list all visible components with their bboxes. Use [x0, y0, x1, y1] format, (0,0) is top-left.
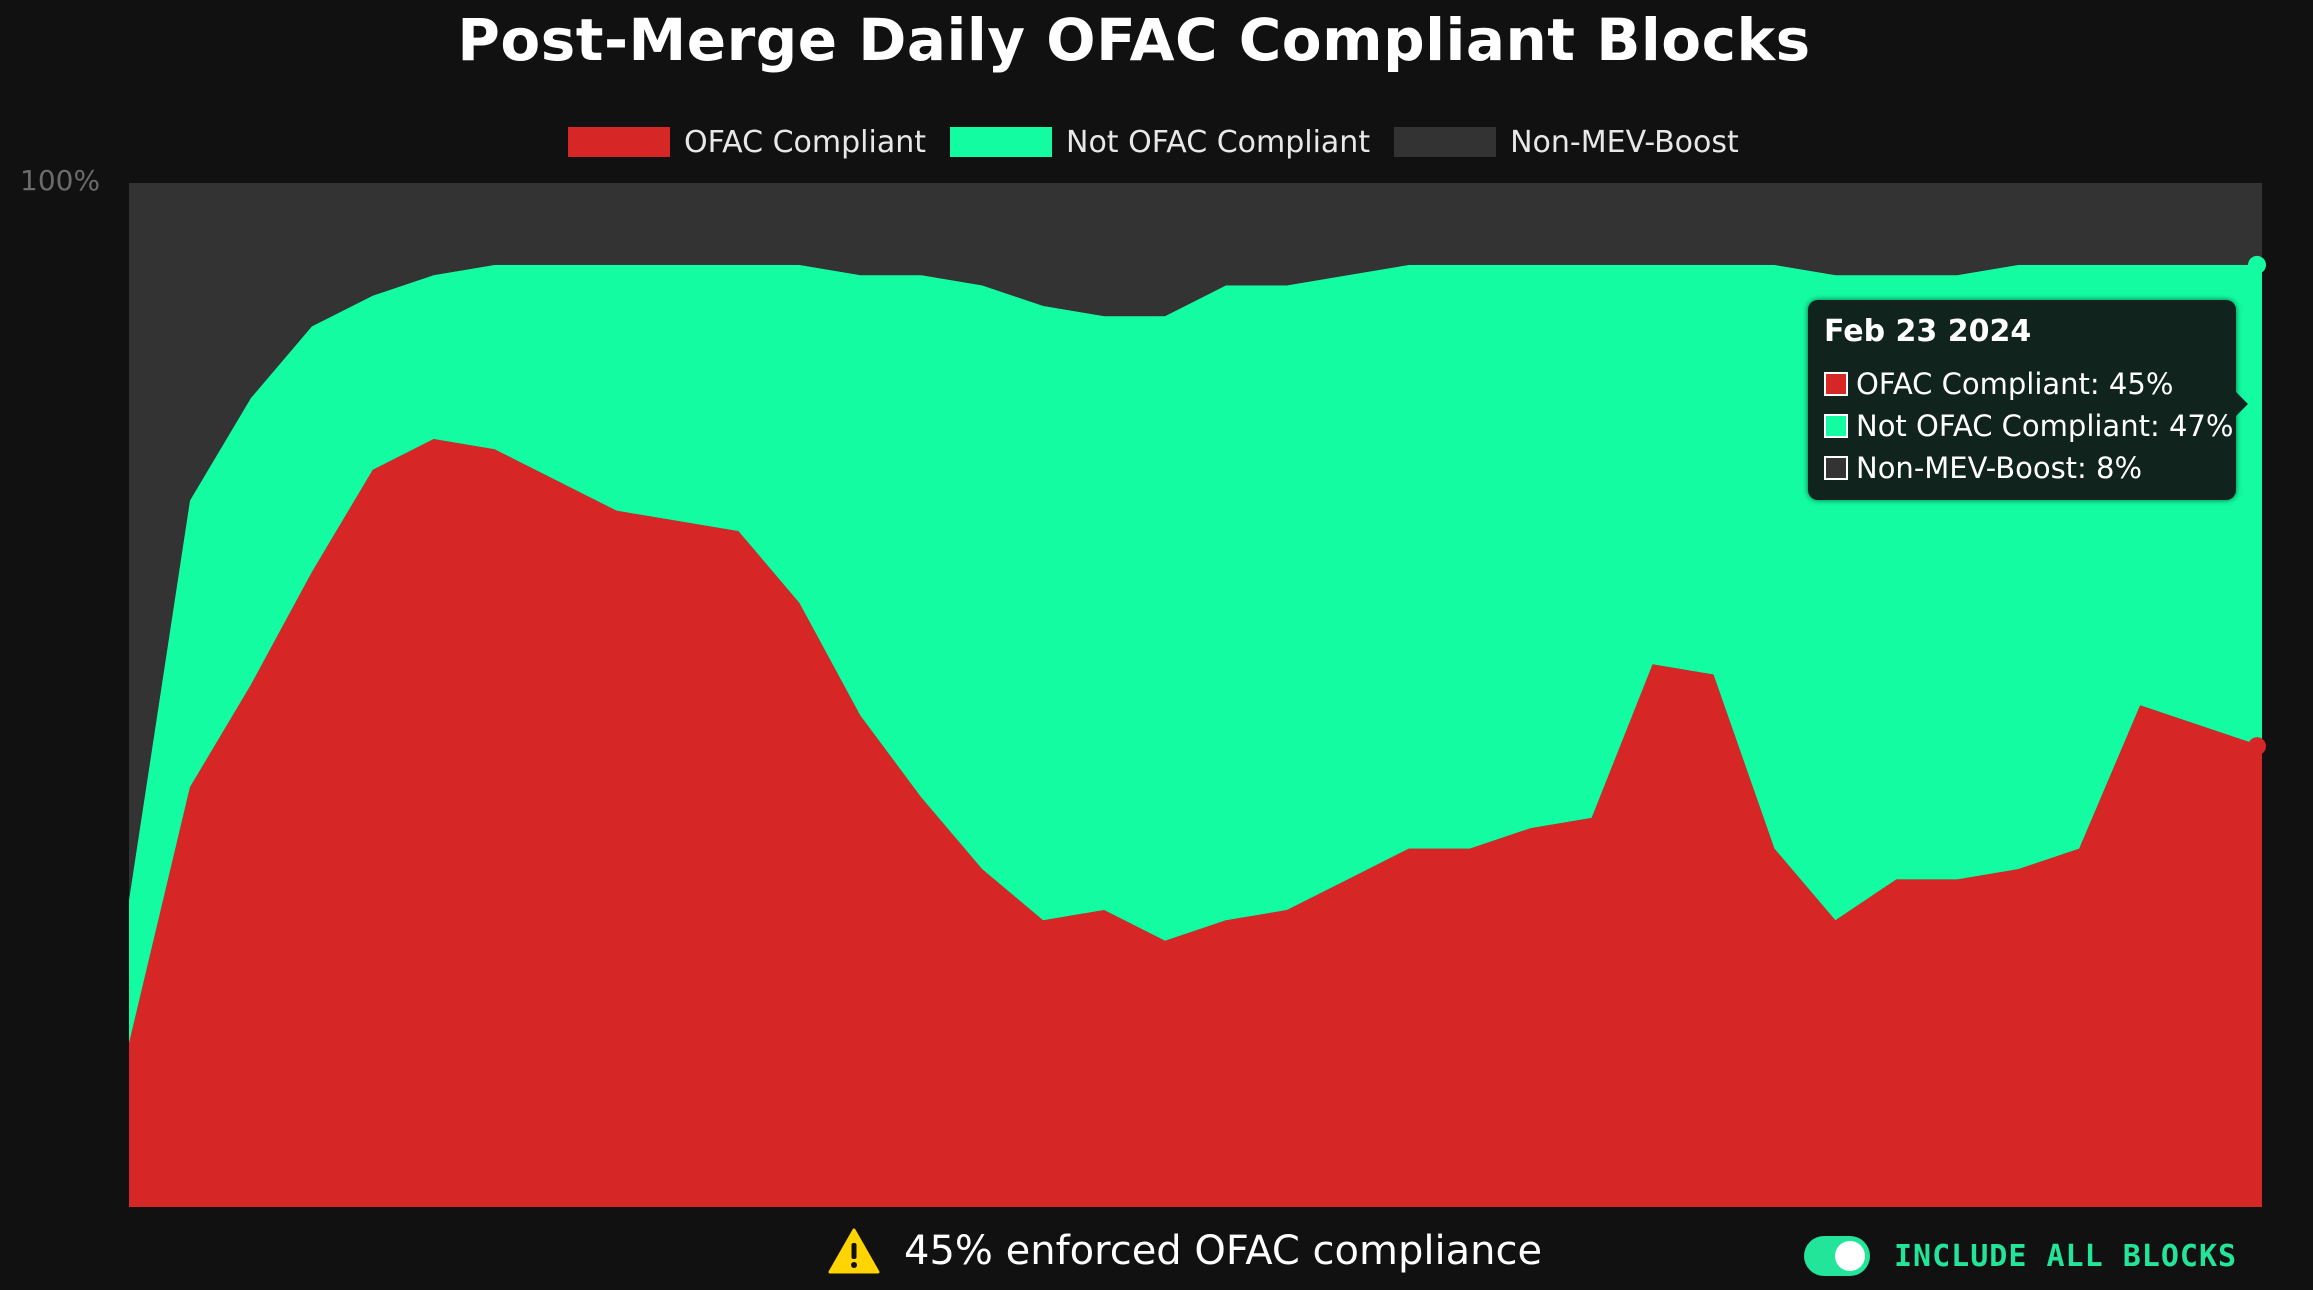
compliance-warning: 45% enforced OFAC compliance	[828, 1228, 1542, 1274]
hover-point-not-ofac	[2248, 255, 2266, 274]
legend-item-non-mev[interactable]: Non-MEV-Boost	[1394, 125, 1739, 160]
legend-item-not-ofac[interactable]: Not OFAC Compliant	[950, 125, 1370, 160]
tooltip-swatch-not-ofac	[1824, 414, 1848, 438]
legend-swatch-not-ofac	[950, 127, 1052, 157]
tooltip-row-ofac: OFAC Compliant: 45%	[1824, 363, 2220, 405]
warning-triangle-icon	[828, 1228, 880, 1274]
tooltip-swatch-ofac	[1824, 372, 1848, 396]
legend-swatch-ofac	[568, 127, 670, 157]
legend-item-ofac[interactable]: OFAC Compliant	[568, 125, 926, 160]
toggle-switch[interactable]	[1804, 1236, 1870, 1276]
chart-legend: OFAC Compliant Not OFAC Compliant Non-ME…	[568, 122, 1763, 162]
legend-label-non-mev: Non-MEV-Boost	[1510, 124, 1739, 160]
area-not-ofac-compliant[interactable]	[129, 264, 2262, 1044]
tooltip-date: Feb 23 2024	[1824, 314, 2032, 349]
tooltip-label-ofac: OFAC Compliant: 45%	[1856, 367, 2174, 401]
toggle-label[interactable]: INCLUDE ALL BLOCKS	[1894, 1238, 2238, 1274]
legend-label-ofac: OFAC Compliant	[684, 124, 926, 160]
legend-label-not-ofac: Not OFAC Compliant	[1066, 124, 1371, 160]
y-axis-tick-100: 100%	[20, 164, 101, 197]
tooltip-label-not-ofac: Not OFAC Compliant: 47%	[1856, 409, 2234, 443]
toggle-knob	[1835, 1241, 1865, 1271]
tooltip-row-non-mev: Non-MEV-Boost: 8%	[1824, 447, 2220, 489]
chart-title: Post-Merge Daily OFAC Compliant Blocks	[457, 6, 1811, 74]
hover-point-ofac	[2248, 737, 2266, 756]
tooltip-swatch-non-mev	[1824, 456, 1848, 480]
hover-tooltip: Feb 23 2024 OFAC Compliant: 45% Not OFAC…	[1808, 300, 2248, 500]
tooltip-row-not-ofac: Not OFAC Compliant: 47%	[1824, 405, 2233, 447]
legend-swatch-non-mev	[1394, 127, 1497, 157]
warning-text: 45% enforced OFAC compliance	[904, 1228, 1543, 1274]
include-all-blocks-toggle[interactable]: INCLUDE ALL BLOCKS	[1804, 1236, 2237, 1276]
area-ofac-compliant[interactable]	[129, 439, 2262, 1207]
tooltip-label-non-mev: Non-MEV-Boost: 8%	[1856, 451, 2143, 485]
area-non-mev-boost[interactable]	[129, 183, 2262, 900]
